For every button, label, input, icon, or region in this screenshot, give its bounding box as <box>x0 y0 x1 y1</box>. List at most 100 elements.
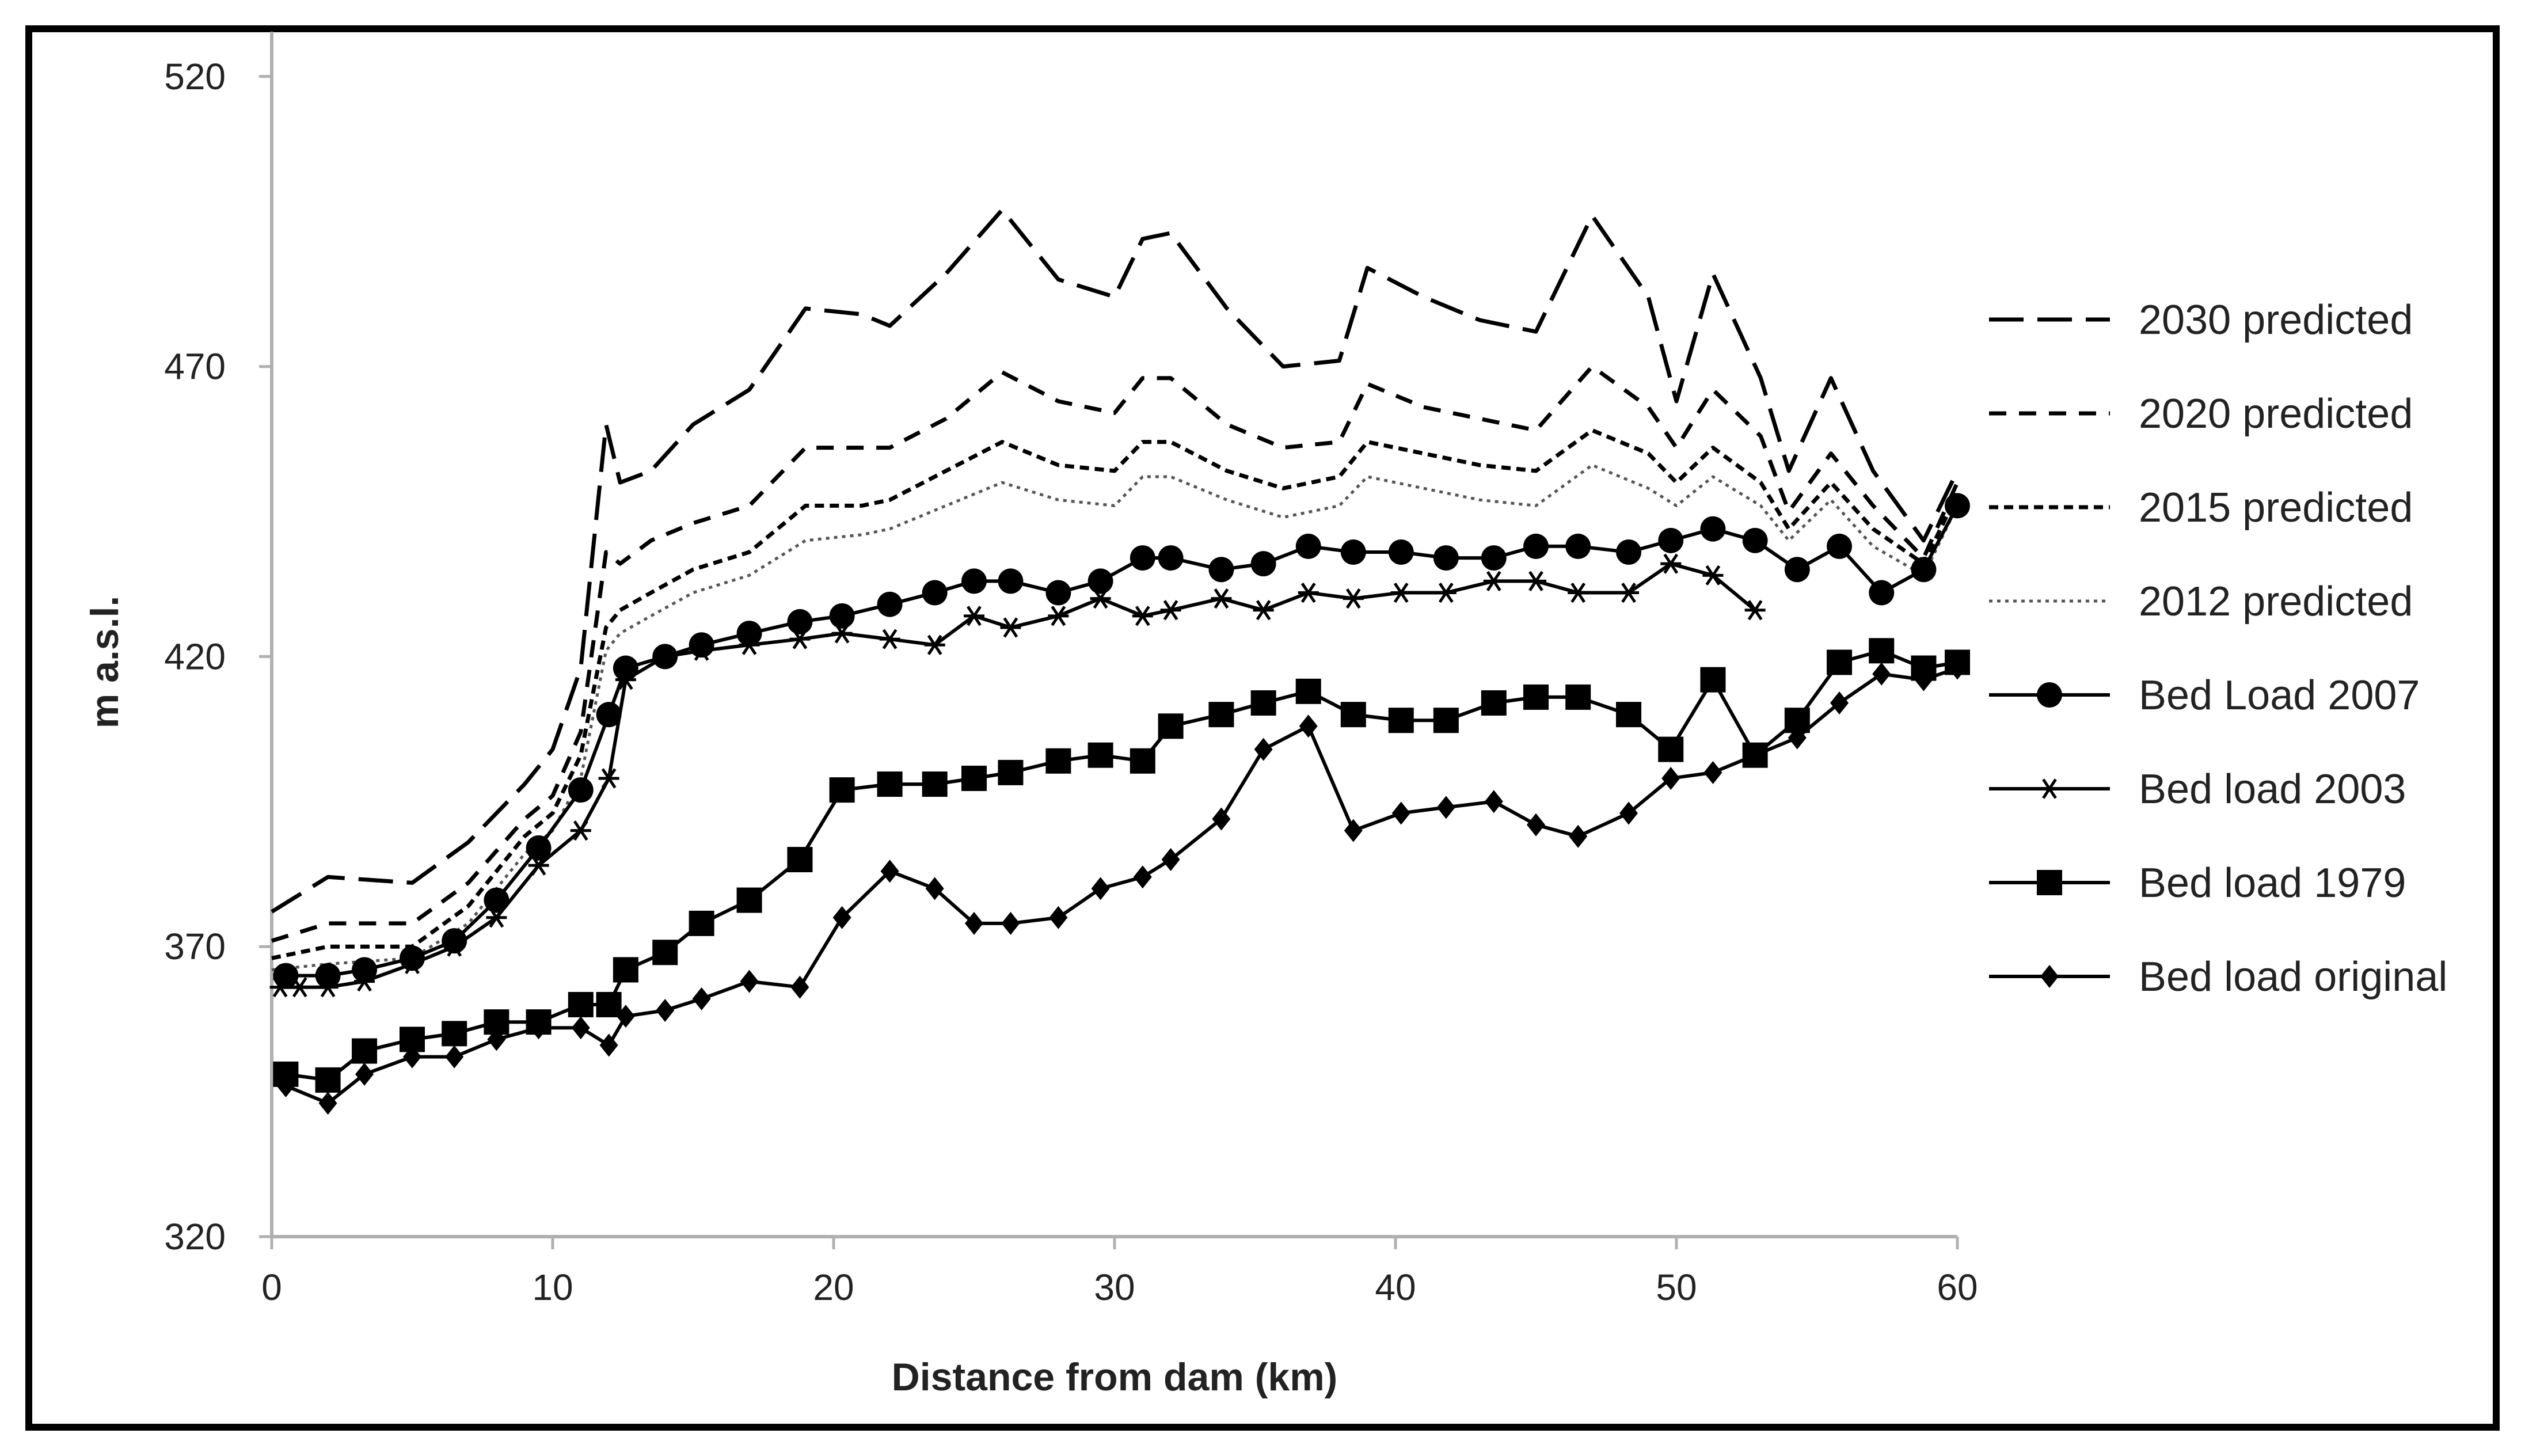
bed-load-original-marker <box>529 1016 548 1040</box>
legend-bed-load-2007-marker <box>2037 682 2062 708</box>
bed-load-2007-marker <box>736 621 762 647</box>
bed-load-2007-marker <box>1616 539 1642 565</box>
bed-load-1979-marker <box>1827 649 1853 675</box>
bed-load-2007-marker <box>1087 568 1113 594</box>
bed-load-1979-marker <box>652 940 678 965</box>
bed-load-2003-marker <box>1253 600 1274 621</box>
chart-frame <box>25 25 2500 1431</box>
bed-load-2003-marker <box>1160 600 1181 621</box>
bed-load-original-marker <box>692 987 711 1010</box>
bed-load-original-marker <box>1091 877 1110 900</box>
bed-load-original-marker <box>1872 662 1891 686</box>
bed-load-2007-marker <box>1658 527 1684 553</box>
bed-load-2003-marker <box>1048 606 1069 626</box>
bed-load-2003-marker <box>1343 588 1364 609</box>
series-2020-predicted <box>271 364 1960 943</box>
bed-load-2003-marker <box>354 971 375 992</box>
bed-load-original-marker <box>616 1005 635 1028</box>
bed-load-2003-marker <box>528 855 549 876</box>
bed-load-original-line <box>285 666 1958 1105</box>
legend-label: Bed load original <box>2139 954 2447 1000</box>
bed-load-2007-marker <box>1340 539 1366 565</box>
bed-load-original-marker <box>1049 906 1068 929</box>
bed-load-original-marker <box>276 1074 295 1098</box>
bed-load-2003-marker <box>1390 582 1412 603</box>
bed-load-2007-marker <box>877 591 903 617</box>
bed-load-2007-marker <box>1130 545 1155 571</box>
legend-bed-load-1979-marker <box>2037 870 2062 895</box>
2020-predicted-line <box>271 364 1960 943</box>
chart-axes <box>270 32 1957 1238</box>
bed-load-original-marker <box>1299 714 1318 738</box>
legend-label: 2012 predicted <box>2139 579 2413 625</box>
legend-item-2030-predicted: 2030 predicted <box>1989 297 2413 343</box>
series-bed-load-1979 <box>273 638 1970 1093</box>
legend-label: Bed Load 2007 <box>2139 672 2420 719</box>
legend-item-bed-load-1979: Bed load 1979 <box>1989 860 2406 906</box>
bed-load-2007-marker <box>1208 557 1234 583</box>
y-tick-label: 320 <box>164 1216 226 1257</box>
bed-load-2007-marker <box>1158 545 1184 571</box>
bed-load-2003-marker <box>1090 588 1111 609</box>
bed-load-original-marker <box>1661 766 1680 790</box>
x-tick-label: 10 <box>532 1267 573 1308</box>
bed-load-2003-marker <box>289 977 310 998</box>
bed-load-2007-marker <box>1250 551 1276 577</box>
series-2012-predicted <box>271 463 1959 971</box>
x-tick-label: 40 <box>1375 1267 1416 1308</box>
legend-label: Bed load 2003 <box>2139 766 2406 812</box>
bed-load-2007-marker <box>1742 527 1768 553</box>
bed-load-original-marker <box>1830 691 1849 714</box>
bed-load-2007-marker <box>1481 545 1507 571</box>
2030-predicted-line <box>271 208 1960 914</box>
bed-load-2003-marker <box>655 646 676 667</box>
bed-load-1979-marker <box>315 1067 341 1093</box>
x-tick-label: 60 <box>1937 1267 1978 1308</box>
x-tick-label: 20 <box>813 1267 854 1308</box>
bed-load-2003-marker <box>1298 582 1319 603</box>
bed-load-1979-marker <box>1433 708 1459 733</box>
bed-load-1979-marker <box>1045 748 1071 774</box>
bed-load-1979-marker <box>922 771 948 797</box>
bed-load-1979-marker <box>568 991 594 1017</box>
bed-load-2007-marker <box>1945 493 1970 519</box>
legend-item-bed-load-2007: Bed Load 2007 <box>1989 672 2420 719</box>
bed-load-1979-marker <box>1523 684 1549 710</box>
bed-load-1979-marker <box>1388 708 1414 733</box>
2015-predicted-line <box>271 428 1960 960</box>
bed-load-2003-marker <box>615 670 636 690</box>
legend-item-bed-load-original: Bed load original <box>1989 954 2447 1000</box>
bed-load-original-marker <box>445 1045 464 1069</box>
bed-load-2007-marker <box>273 963 299 989</box>
bed-load-1979-marker <box>1869 638 1895 664</box>
bed-load-1979-marker <box>1158 713 1184 739</box>
bed-load-original-marker <box>1484 790 1503 813</box>
bed-load-2003-marker <box>317 977 339 998</box>
series-2030-predicted <box>271 208 1960 914</box>
bed-load-original-marker <box>1948 656 1967 680</box>
bed-load-1979-marker <box>442 1021 467 1047</box>
bed-load-2007-marker <box>998 568 1024 594</box>
x-tick-label: 30 <box>1094 1267 1135 1308</box>
bed-load-2003-marker <box>1660 553 1682 574</box>
legend-label: 2030 predicted <box>2139 297 2413 343</box>
bed-load-2007-marker <box>526 835 552 861</box>
bed-load-2007-marker <box>352 957 378 983</box>
bed-load-2007-marker <box>1388 539 1414 565</box>
bed-load-original-marker <box>1001 911 1020 935</box>
bed-load-2007-marker <box>315 963 341 989</box>
x-tick-label: 0 <box>261 1267 282 1308</box>
legend-item-2015-predicted: 2015 predicted <box>1989 485 2413 531</box>
bed-load-original-marker <box>1436 796 1455 819</box>
bed-load-original-marker <box>1788 726 1807 750</box>
series-2015-predicted <box>271 428 1960 960</box>
bed-load-2003-marker <box>879 629 900 649</box>
bed-load-2003-marker <box>964 606 984 626</box>
legend-item-2012-predicted: 2012 predicted <box>1989 579 2413 625</box>
bed-load-2007-marker <box>1565 533 1591 559</box>
bed-load-1979-marker <box>829 777 855 803</box>
bed-load-original-marker <box>403 1045 421 1069</box>
bed-load-1979-marker <box>1340 702 1366 728</box>
bed-load-original-marker <box>1746 743 1765 767</box>
